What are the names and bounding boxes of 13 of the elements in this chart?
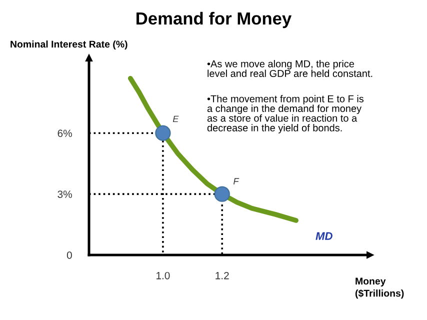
- y-tick-label: 6%: [58, 130, 72, 138]
- x-tick-label: 1.0: [156, 272, 170, 280]
- y-axis-title: Nominal Interest Rate (%): [10, 40, 128, 50]
- x-axis-title: Money ($Trillions): [355, 278, 404, 299]
- annotation: E: [172, 116, 179, 122]
- y-tick-label: 0: [66, 252, 72, 259]
- annotation: •As we move along MD, the price level and real GDP are held constant.: [207, 60, 372, 78]
- annotation: •The movement from point E to F is a change in the demand for money as a store of value in reaction to a decrease in the yield of bonds.: [207, 95, 364, 134]
- x-tick-label: 1.2: [216, 272, 229, 280]
- annotation: F: [233, 178, 240, 184]
- annotation: MD: [316, 232, 332, 240]
- chart-title: Demand for Money: [136, 12, 292, 28]
- y-tick-label: 3%: [58, 190, 72, 198]
